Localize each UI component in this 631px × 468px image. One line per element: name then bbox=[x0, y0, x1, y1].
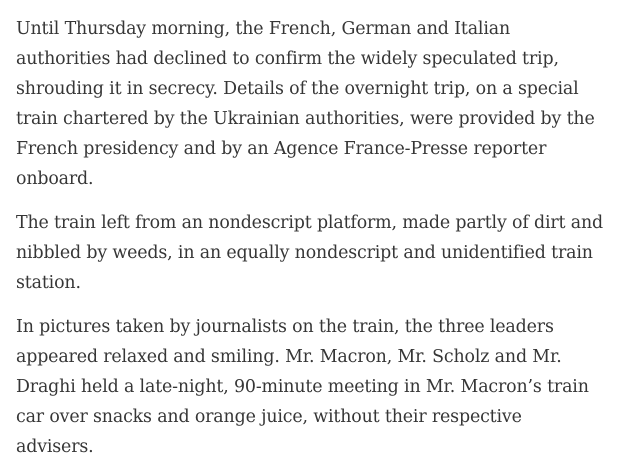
paragraph-line: Until Thursday morning, the French, Germ… bbox=[16, 19, 511, 39]
paragraph-line: train chartered by the Ukrainian authori… bbox=[16, 109, 595, 129]
paragraph-line: onboard. bbox=[16, 169, 94, 189]
paragraph-line: The train left from an nondescript platf… bbox=[16, 213, 604, 233]
paragraph-line: Draghi held a late-night, 90-minute meet… bbox=[16, 377, 589, 397]
paragraph-line: appeared relaxed and smiling. Mr. Macron… bbox=[16, 347, 562, 367]
paragraph-line: advisers. bbox=[16, 437, 94, 457]
paragraph-line: shrouding it in secrecy. Details of the … bbox=[16, 79, 579, 99]
paragraph-line: authorities had declined to confirm the … bbox=[16, 49, 559, 69]
paragraph-line: In pictures taken by journalists on the … bbox=[16, 317, 554, 337]
article-paragraph-1: Until Thursday morning, the French, Germ… bbox=[16, 14, 621, 194]
paragraph-line: French presidency and by an Agence Franc… bbox=[16, 139, 547, 159]
article-paragraph-2: The train left from an nondescript platf… bbox=[16, 208, 621, 298]
paragraph-line: station. bbox=[16, 273, 81, 293]
paragraph-line: nibbled by weeds, in an equally nondescr… bbox=[16, 243, 593, 263]
article-paragraph-3: In pictures taken by journalists on the … bbox=[16, 312, 621, 462]
paragraph-line: car over snacks and orange juice, withou… bbox=[16, 407, 522, 427]
